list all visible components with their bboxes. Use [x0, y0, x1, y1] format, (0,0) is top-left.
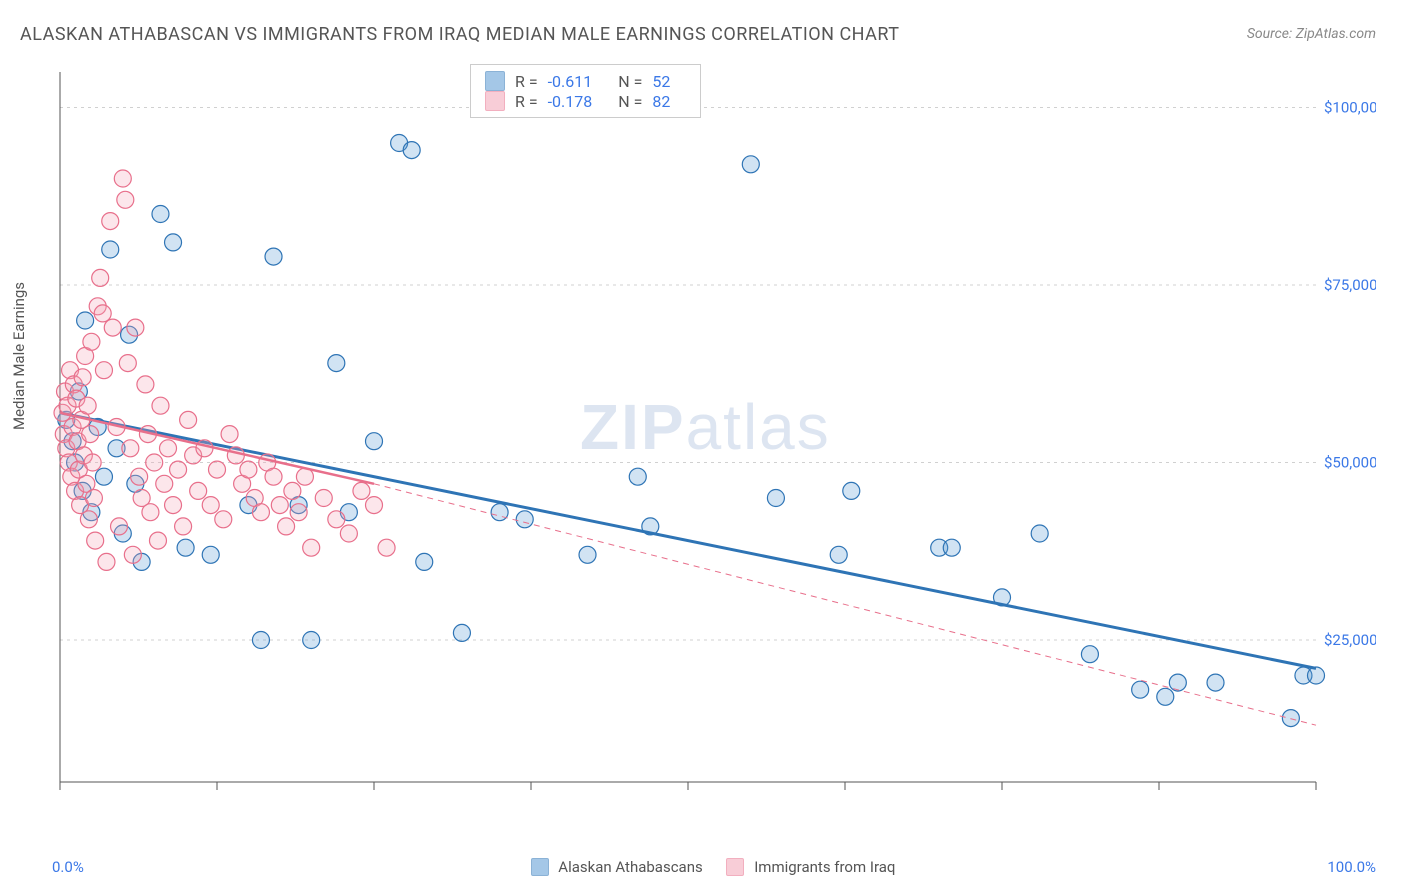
legend-label-2: Immigrants from Iraq — [754, 858, 895, 876]
svg-text:$100,000: $100,000 — [1324, 99, 1376, 117]
series-1-swatch — [485, 71, 505, 91]
chart-title: ALASKAN ATHABASCAN VS IMMIGRANTS FROM IR… — [20, 24, 900, 45]
series-2-r-value: -0.178 — [548, 92, 593, 111]
legend-label-1: Alaskan Athabascans — [558, 858, 702, 876]
series-1-n-value: 52 — [652, 72, 670, 91]
series-legend: Alaskan Athabascans Immigrants from Iraq — [0, 858, 1406, 876]
y-axis-label: Median Male Earnings — [10, 282, 28, 430]
r-label: R = — [515, 92, 538, 111]
correlation-legend: R = -0.611 N = 52 R = -0.178 N = 82 — [470, 64, 701, 118]
svg-text:$50,000: $50,000 — [1324, 454, 1376, 472]
chart-container: ALASKAN ATHABASCAN VS IMMIGRANTS FROM IR… — [0, 0, 1406, 892]
svg-text:$75,000: $75,000 — [1324, 276, 1376, 294]
scatter-plot: $25,000 $50,000 $75,000 $100,000 — [50, 62, 1376, 822]
series-2-swatch — [485, 91, 505, 111]
n-label: N = — [618, 92, 642, 111]
legend-swatch-1 — [531, 858, 549, 876]
n-label: N = — [618, 72, 642, 91]
source-label: Source: ZipAtlas.com — [1247, 26, 1376, 42]
legend-swatch-2 — [726, 858, 744, 876]
series-1-r-value: -0.611 — [548, 72, 593, 91]
correlation-row-2: R = -0.178 N = 82 — [485, 91, 686, 111]
series-2-n-value: 82 — [652, 92, 670, 111]
correlation-row-1: R = -0.611 N = 52 — [485, 71, 686, 91]
svg-text:$25,000: $25,000 — [1324, 631, 1376, 649]
r-label: R = — [515, 72, 538, 91]
